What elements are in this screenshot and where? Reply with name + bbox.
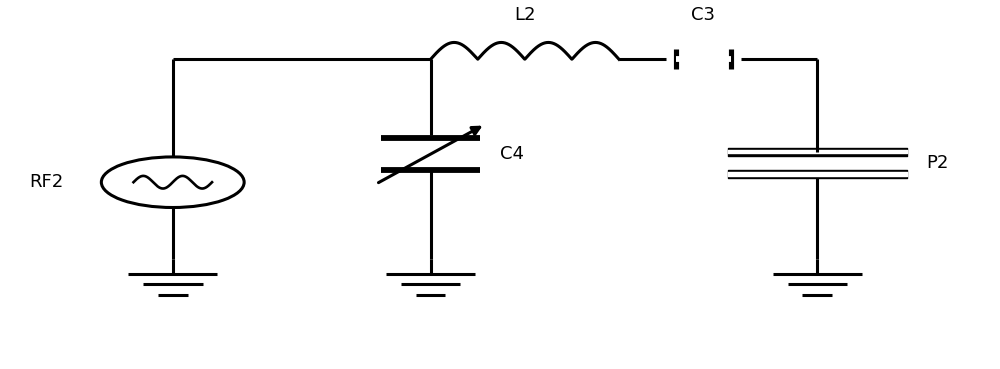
- Text: P2: P2: [926, 154, 949, 172]
- Text: C3: C3: [691, 6, 715, 24]
- Text: RF2: RF2: [30, 173, 64, 191]
- Text: C4: C4: [500, 145, 524, 163]
- Text: L2: L2: [514, 6, 536, 24]
